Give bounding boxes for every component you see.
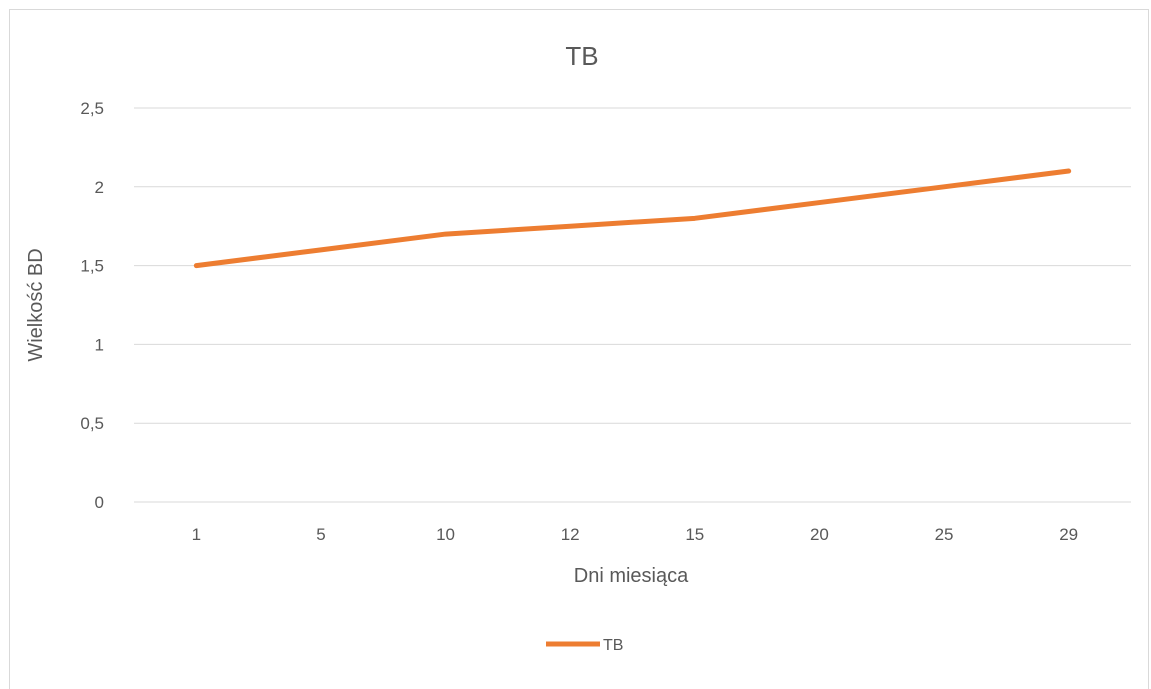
- x-axis-ticks: 1 5 10 12 15 20 25 29: [192, 525, 1079, 544]
- y-tick-label: 0,5: [80, 414, 104, 433]
- x-tick-label: 29: [1059, 525, 1078, 544]
- legend-label-tb: TB: [603, 637, 623, 654]
- y-tick-label: 2,5: [80, 99, 104, 118]
- x-tick-label: 10: [436, 525, 455, 544]
- x-tick-label: 1: [192, 525, 201, 544]
- y-tick-label: 0: [95, 493, 104, 512]
- series-group: [193, 168, 1072, 269]
- chart-frame: [9, 9, 1149, 689]
- x-tick-label: 12: [561, 525, 580, 544]
- x-tick-label: 5: [316, 525, 325, 544]
- chart-title: TB: [565, 41, 598, 71]
- x-tick-label: 20: [810, 525, 829, 544]
- y-axis-label: Wielkość BD: [25, 248, 47, 361]
- gridlines: [134, 107, 1131, 503]
- series-line-tb: [193, 168, 1072, 269]
- x-axis-label: Dni miesiąca: [574, 565, 689, 587]
- y-tick-label: 1: [95, 335, 104, 354]
- y-tick-label: 2: [95, 178, 104, 197]
- y-axis-ticks: 0 0,5 1 1,5 2 2,5: [80, 99, 104, 512]
- x-tick-label: 25: [935, 525, 954, 544]
- legend: TB: [546, 637, 623, 654]
- y-tick-label: 1,5: [80, 257, 104, 276]
- line-chart: TB 00,511,522,5 1 5 10 12 15 20 25 29 Dni miesi…: [25, 41, 1131, 654]
- x-tick-label: 15: [685, 525, 704, 544]
